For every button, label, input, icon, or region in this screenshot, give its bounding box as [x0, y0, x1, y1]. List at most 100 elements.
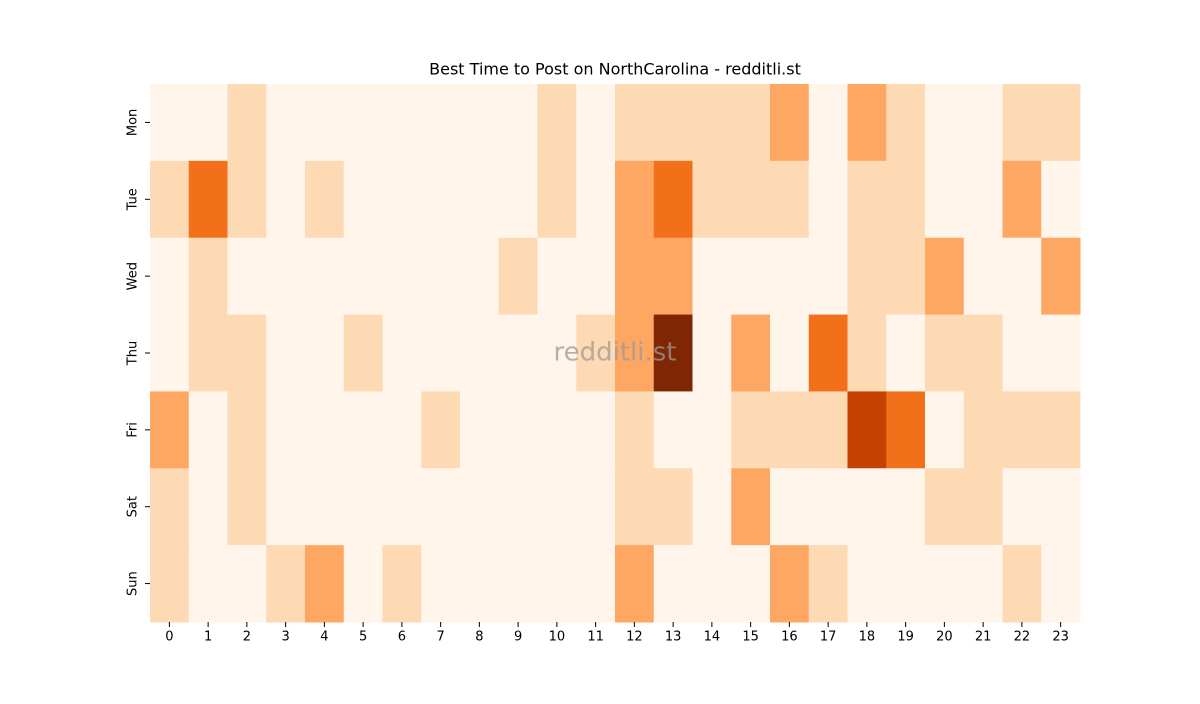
- cell: [343, 237, 383, 316]
- cell: [305, 160, 345, 239]
- cell: [498, 314, 538, 392]
- cell: [343, 468, 383, 546]
- x-tick-label: 0: [165, 630, 173, 645]
- x-tick-label: 19: [897, 630, 914, 645]
- cell: [498, 468, 538, 546]
- cell: [886, 160, 926, 239]
- cell: [188, 84, 228, 162]
- cell: [537, 468, 577, 546]
- cell: [808, 314, 848, 392]
- x-tick-label: 9: [514, 630, 522, 645]
- chart-title: Best Time to Post on NorthCarolina - red…: [429, 60, 801, 79]
- cell: [382, 468, 422, 546]
- cell: [808, 84, 848, 162]
- cell: [1041, 84, 1081, 162]
- cell: [305, 237, 345, 316]
- cell: [847, 468, 887, 546]
- cell: [266, 391, 306, 469]
- cell: [925, 391, 965, 469]
- cell: [1041, 160, 1081, 239]
- cell: [692, 391, 732, 469]
- x-tick-label: 16: [781, 630, 798, 645]
- cell: [963, 84, 1003, 162]
- cell: [188, 391, 228, 469]
- cell: [1041, 314, 1081, 392]
- cell: [615, 468, 655, 546]
- cell: [188, 545, 228, 623]
- axes: 0 1 2 3 4 5 6 7 8 9 10 11 12 13 14 15 16 17 18 19 20 21 22 23Mo…: [126, 109, 1069, 645]
- cell: [266, 545, 306, 623]
- cell: [537, 391, 577, 469]
- cell: [266, 237, 306, 316]
- cell: [343, 545, 383, 623]
- cell: [770, 468, 810, 546]
- cell: [305, 84, 345, 162]
- cell: [615, 391, 655, 469]
- cell: [925, 545, 965, 623]
- cell: [692, 84, 732, 162]
- y-tick-label: Sat: [126, 496, 141, 517]
- cell: [576, 314, 616, 392]
- cell: [653, 545, 693, 623]
- x-tick-label: 3: [281, 630, 289, 645]
- cell: [460, 237, 500, 316]
- cell: [150, 391, 190, 469]
- x-tick-label: 23: [1052, 630, 1069, 645]
- x-tick-label: 1: [204, 630, 212, 645]
- cell: [1002, 314, 1042, 392]
- x-tick-label: 17: [820, 630, 837, 645]
- cell: [150, 314, 190, 392]
- cell: [925, 314, 965, 392]
- cell: [1041, 237, 1081, 316]
- cell: [653, 237, 693, 316]
- cell: [227, 160, 267, 239]
- cell: [653, 84, 693, 162]
- cell: [925, 468, 965, 546]
- x-tick-label: 21: [975, 630, 992, 645]
- cell: [731, 237, 771, 316]
- cell: [498, 391, 538, 469]
- cell: [227, 391, 267, 469]
- x-tick-label: 10: [549, 630, 566, 645]
- x-tick-label: 8: [475, 630, 483, 645]
- cell: [731, 160, 771, 239]
- cell: [305, 391, 345, 469]
- cell: [227, 468, 267, 546]
- cell: [692, 314, 732, 392]
- cell: [537, 314, 577, 392]
- cell: [460, 314, 500, 392]
- cell: [770, 545, 810, 623]
- cell: [150, 84, 190, 162]
- cell: [847, 314, 887, 392]
- cell: [886, 84, 926, 162]
- cell: [692, 237, 732, 316]
- cell: [925, 160, 965, 239]
- x-tick-label: 12: [626, 630, 643, 645]
- y-tick-label: Mon: [126, 109, 141, 136]
- y-tick-label: Fri: [126, 422, 141, 438]
- cell: [731, 314, 771, 392]
- cell: [382, 84, 422, 162]
- cell: [188, 314, 228, 392]
- cell: [1002, 160, 1042, 239]
- cell: [886, 545, 926, 623]
- cell: [343, 160, 383, 239]
- cell: [576, 391, 616, 469]
- cell: [1041, 391, 1081, 469]
- cell: [692, 160, 732, 239]
- cell: [886, 314, 926, 392]
- y-tick-label: Tue: [126, 188, 141, 211]
- cell: [498, 84, 538, 162]
- cell: [343, 84, 383, 162]
- heatmap-cells: [150, 84, 1081, 623]
- cell: [421, 545, 461, 623]
- cell: [537, 545, 577, 623]
- cell: [925, 84, 965, 162]
- cell: [770, 391, 810, 469]
- cell: [266, 468, 306, 546]
- cell: [653, 160, 693, 239]
- cell: [382, 314, 422, 392]
- cell: [576, 84, 616, 162]
- cell: [537, 84, 577, 162]
- cell: [770, 314, 810, 392]
